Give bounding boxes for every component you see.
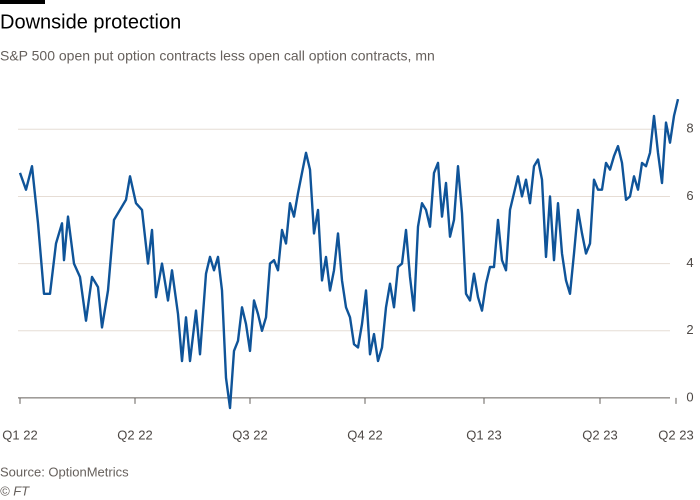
x-tick-label: Q4 22	[347, 427, 382, 442]
y-tick-label: 2	[686, 322, 693, 337]
x-tick-label: Q2 23	[582, 427, 617, 442]
y-tick-label: 6	[686, 188, 693, 203]
y-tick-label: 4	[686, 255, 693, 270]
y-tick-label: 0	[686, 389, 693, 404]
data-line	[18, 98, 680, 410]
brand-bar	[0, 0, 45, 4]
x-tick-label: Q2 23	[658, 427, 693, 442]
x-tick-label: Q2 22	[117, 427, 152, 442]
credit: © FT	[0, 483, 30, 498]
chart-title: Downside protection	[0, 11, 181, 33]
x-tick-label: Q1 23	[466, 427, 501, 442]
x-tick-label: Q3 22	[232, 427, 267, 442]
source: Source: OptionMetrics	[0, 464, 129, 479]
y-tick-label: 8	[686, 121, 693, 136]
x-tick-label: Q1 22	[2, 427, 37, 442]
chart-subtitle: S&P 500 open put option contracts less o…	[0, 48, 435, 64]
